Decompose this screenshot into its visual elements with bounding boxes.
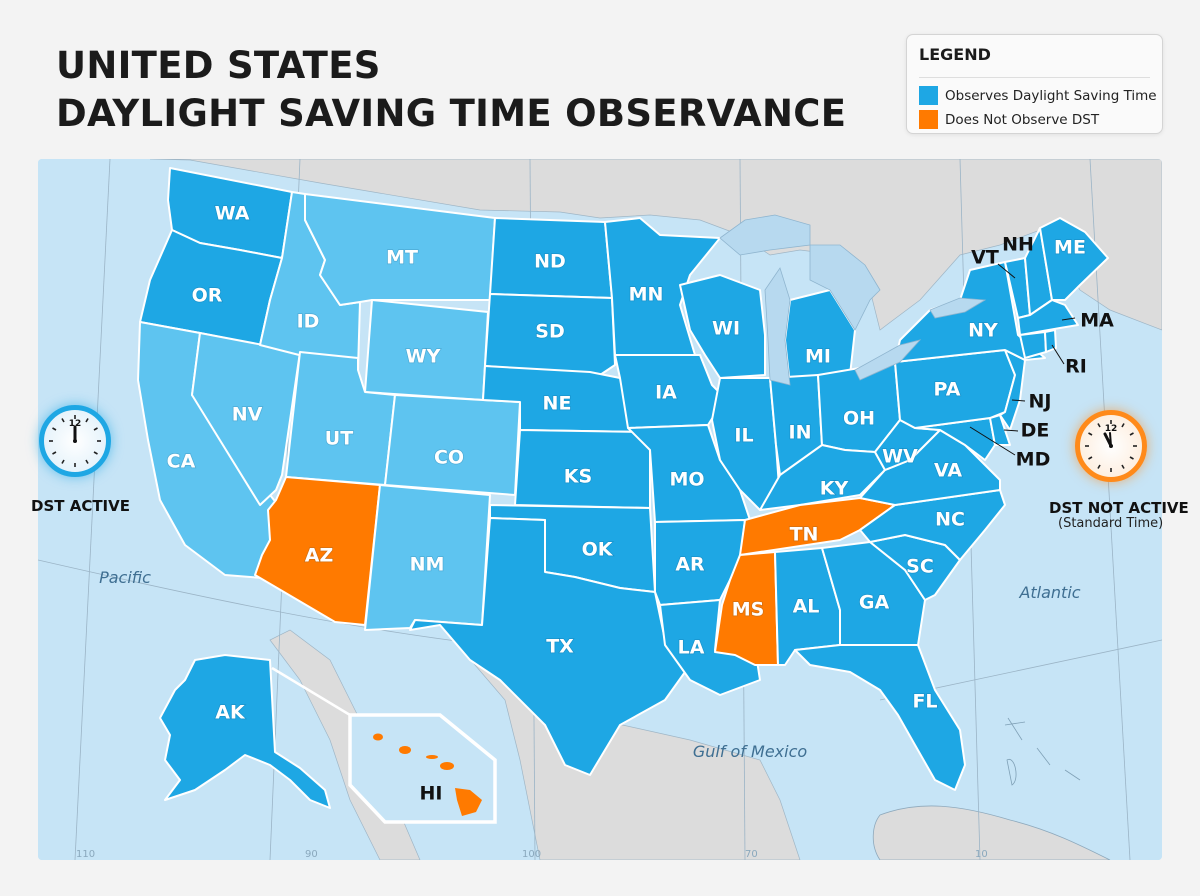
state-LA[interactable] [659, 599, 761, 696]
svg-text:MT: MT [386, 247, 418, 269]
dst-active-label: DST ACTIVE [31, 497, 130, 515]
svg-text:ME: ME [1054, 237, 1086, 259]
svg-text:PA: PA [934, 379, 961, 401]
svg-text:VA: VA [934, 460, 962, 482]
gulf-label: Gulf of Mexico [693, 742, 808, 761]
dst-not-active-label: DST NOT ACTIVE [1049, 499, 1189, 517]
svg-text:CA: CA [167, 451, 196, 473]
svg-text:IA: IA [655, 382, 677, 404]
svg-text:NJ: NJ [1029, 391, 1052, 413]
svg-text:AL: AL [793, 596, 820, 618]
legend-title: LEGEND [919, 45, 991, 64]
clock-icon-dst-active: 12 [39, 405, 111, 477]
svg-text:MA: MA [1080, 310, 1114, 332]
page-title: UNITED STATES DAYLIGHT SAVING TIME OBSER… [56, 42, 846, 138]
svg-text:SC: SC [906, 556, 934, 578]
clock-face-icon: 12 [49, 415, 101, 467]
state-KS[interactable] [514, 429, 651, 509]
svg-text:TN: TN [790, 524, 819, 546]
svg-text:WA: WA [215, 203, 250, 225]
state-WI[interactable] [679, 274, 766, 379]
svg-text:10: 10 [975, 849, 988, 860]
svg-text:12: 12 [69, 419, 82, 429]
svg-text:IN: IN [789, 422, 812, 444]
state-NJ[interactable] [999, 349, 1026, 431]
svg-text:12: 12 [1105, 424, 1118, 434]
svg-text:OK: OK [582, 539, 614, 561]
svg-text:LA: LA [678, 637, 705, 659]
state-SD[interactable] [484, 293, 616, 376]
svg-text:70: 70 [745, 849, 758, 860]
state-TX[interactable] [409, 517, 691, 776]
state-CO[interactable] [384, 394, 521, 496]
svg-text:GA: GA [859, 592, 890, 614]
standard-time-label: (Standard Time) [1058, 516, 1164, 531]
cuba-land [872, 805, 1111, 860]
svg-text:NM: NM [410, 554, 445, 576]
state-CT[interactable] [1019, 331, 1047, 359]
legend-swatch-orange [919, 110, 938, 129]
svg-text:110: 110 [76, 849, 95, 860]
title-line-2: DAYLIGHT SAVING TIME OBSERVANCE [56, 92, 847, 135]
legend: LEGEND Observes Daylight Saving Time Doe… [906, 34, 1163, 134]
svg-text:MO: MO [669, 469, 704, 491]
state-labels: WA OR CA NV ID MT WY UT CO AZ NM ND SD N… [166, 202, 1114, 805]
svg-text:SD: SD [535, 321, 564, 343]
svg-text:WY: WY [406, 346, 441, 368]
svg-text:TX: TX [546, 636, 574, 658]
legend-label: Observes Daylight Saving Time [945, 87, 1157, 104]
great-lakes [719, 214, 987, 386]
svg-text:90: 90 [305, 849, 318, 860]
map: 110 90 100 70 10 [38, 159, 1162, 860]
svg-text:RI: RI [1065, 356, 1087, 378]
svg-text:MN: MN [629, 284, 664, 306]
svg-text:NV: NV [232, 404, 263, 426]
svg-text:100: 100 [522, 849, 541, 860]
svg-text:UT: UT [325, 428, 353, 450]
svg-text:KY: KY [820, 478, 849, 500]
legend-item-observes: Observes Daylight Saving Time [919, 86, 1157, 105]
svg-text:MD: MD [1016, 449, 1051, 471]
title-line-1: UNITED STATES [56, 44, 381, 87]
svg-text:MI: MI [805, 346, 831, 368]
svg-text:VT: VT [971, 247, 999, 269]
legend-divider [919, 77, 1150, 78]
pacific-label: Pacific [99, 568, 151, 587]
caribbean-islands [1004, 717, 1081, 786]
us-map-svg: 110 90 100 70 10 [38, 159, 1162, 860]
state-FL[interactable] [794, 644, 966, 791]
svg-text:HI: HI [420, 783, 443, 805]
legend-item-not-observes: Does Not Observe DST [919, 110, 1099, 129]
svg-text:OH: OH [843, 408, 875, 430]
svg-text:NE: NE [543, 393, 572, 415]
svg-text:NH: NH [1002, 234, 1034, 256]
graticule-labels: 110 90 100 70 10 [76, 849, 988, 860]
svg-text:CO: CO [434, 447, 464, 469]
state-HI[interactable] [373, 733, 482, 817]
svg-text:OR: OR [192, 285, 223, 307]
hawaii-inset [271, 666, 497, 824]
svg-text:AK: AK [215, 702, 246, 724]
svg-text:AR: AR [675, 554, 705, 576]
svg-text:FL: FL [912, 691, 937, 713]
svg-text:DE: DE [1021, 420, 1050, 442]
svg-text:KS: KS [564, 466, 592, 488]
svg-text:WV: WV [882, 446, 918, 468]
svg-text:NC: NC [935, 509, 965, 531]
svg-text:NY: NY [968, 320, 998, 342]
legend-label: Does Not Observe DST [945, 111, 1100, 128]
svg-text:ND: ND [534, 251, 566, 273]
clock-icon-dst-not-active: 12 [1075, 410, 1147, 482]
states [137, 167, 1109, 809]
atlantic-label: Atlantic [1018, 583, 1080, 602]
svg-text:MS: MS [732, 599, 765, 621]
legend-swatch-blue [919, 86, 938, 105]
svg-text:AZ: AZ [305, 545, 333, 567]
state-AK[interactable] [159, 654, 331, 809]
svg-text:WI: WI [712, 318, 740, 340]
state-MO[interactable] [627, 424, 751, 523]
svg-text:ID: ID [297, 311, 320, 333]
svg-text:IL: IL [734, 425, 753, 447]
clock-face-icon: 12 [1085, 420, 1137, 472]
